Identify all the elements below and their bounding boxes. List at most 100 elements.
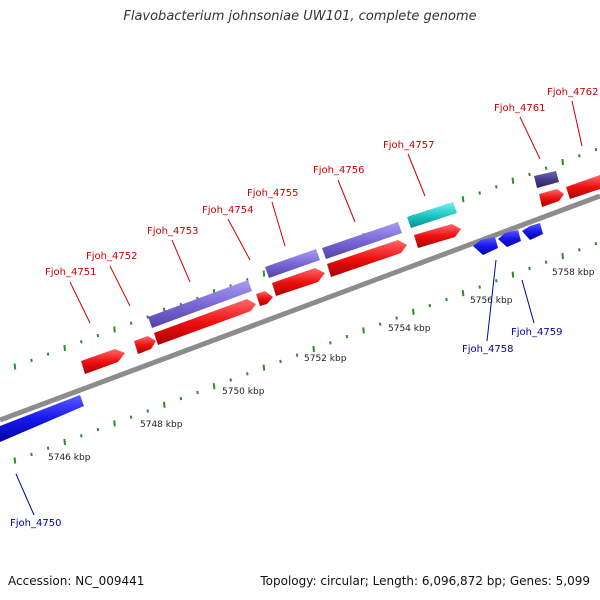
gene-arrow-fjoh-4756[interactable] — [327, 240, 407, 277]
tick-mark-lower — [528, 266, 531, 271]
tick-mark-lower — [46, 446, 50, 450]
tick-mark-lower — [345, 334, 349, 339]
scale-label: 5750 kbp — [222, 387, 265, 397]
connector-fjoh-4753 — [171, 239, 191, 283]
tick-mark-lower — [295, 353, 299, 357]
gene-label-fjoh-4758[interactable]: Fjoh_4758 — [462, 344, 513, 355]
tick-mark-upper — [113, 326, 116, 333]
feature-cds-purple-1[interactable] — [148, 280, 252, 328]
tick-mark-lower — [129, 415, 133, 419]
gene-label-fjoh-4750[interactable]: Fjoh_4750 — [10, 518, 61, 529]
tick-mark-lower — [578, 248, 581, 252]
tick-mark-upper — [46, 352, 50, 356]
gene-arrow-fjoh-4760[interactable] — [522, 223, 543, 240]
tick-mark-upper — [528, 172, 531, 177]
connector-fjoh-4758 — [486, 259, 497, 342]
tick-mark-lower — [594, 241, 598, 246]
gene-arrow-fjoh-4754[interactable] — [256, 291, 273, 306]
tick-mark-upper — [561, 158, 564, 166]
tick-mark-lower — [80, 434, 83, 438]
tick-mark-upper — [63, 344, 66, 352]
scale-label: 5746 kbp — [48, 453, 91, 463]
tick-mark-lower — [478, 285, 481, 289]
backbone — [0, 193, 600, 423]
tick-mark-upper — [461, 196, 465, 203]
gene-label-fjoh-4755[interactable]: Fjoh_4755 — [247, 188, 298, 199]
gene-label-fjoh-4762[interactable]: Fjoh_4762 — [547, 87, 598, 98]
topology-text: Topology: circular; Length: 6,096,872 bp… — [260, 574, 590, 588]
tick-mark-upper — [594, 147, 598, 152]
connector-fjoh-4759 — [521, 279, 535, 324]
tick-mark-lower — [179, 396, 183, 401]
tick-mark-lower — [146, 409, 149, 413]
tick-mark-lower — [412, 308, 415, 315]
tick-mark-lower — [262, 364, 266, 371]
gene-arrow-fjoh-4757[interactable] — [414, 224, 461, 248]
connector-fjoh-4761 — [519, 116, 541, 160]
tick-mark-upper — [13, 363, 17, 370]
gene-arrow-fjoh-4762[interactable] — [566, 175, 600, 199]
gene-connectors — [15, 100, 583, 516]
connector-fjoh-4752 — [109, 265, 131, 307]
gene-arrow-fjoh-4758[interactable] — [473, 237, 498, 255]
tick-mark-lower — [544, 260, 548, 264]
tick-mark-upper — [478, 191, 481, 195]
gene-features — [0, 171, 600, 442]
tick-mark-lower — [63, 438, 66, 446]
tick-mark-upper — [30, 358, 33, 363]
tick-mark-lower — [229, 378, 232, 382]
scale-label: 5754 kbp — [388, 324, 431, 334]
gene-arrow-fjoh-4759[interactable] — [498, 230, 521, 247]
gene-arrow-fjoh-4750[interactable] — [0, 395, 84, 442]
tick-mark-upper — [96, 333, 100, 338]
tick-mark-lower — [378, 322, 382, 326]
gene-arrow-fjoh-4753[interactable] — [154, 299, 256, 345]
tick-mark-lower — [329, 341, 332, 345]
connector-fjoh-4757 — [407, 153, 426, 197]
feature-cds-cyan[interactable] — [407, 202, 457, 228]
accession-text: Accession: NC_009441 — [8, 574, 145, 588]
connector-fjoh-4750 — [15, 473, 35, 516]
gene-label-fjoh-4754[interactable]: Fjoh_4754 — [202, 205, 253, 216]
gene-label-fjoh-4753[interactable]: Fjoh_4753 — [147, 226, 198, 237]
tick-mark-lower — [246, 372, 249, 376]
tick-mark-upper — [80, 340, 83, 344]
tick-mark-lower — [13, 457, 17, 464]
gene-arrow-fjoh-4755[interactable] — [272, 268, 325, 296]
tick-mark-lower — [30, 452, 33, 457]
tick-mark-lower — [362, 327, 365, 334]
map-title: Flavobacterium johnsoniae UW101, complet… — [123, 9, 477, 24]
feature-cds-navy[interactable] — [534, 171, 559, 188]
gene-arrow-fjoh-4751[interactable] — [81, 349, 125, 374]
tick-mark-upper — [511, 177, 515, 184]
tick-mark-lower — [212, 383, 216, 390]
feature-cds-purple-3[interactable] — [322, 222, 402, 259]
gene-label-fjoh-4752[interactable]: Fjoh_4752 — [86, 251, 137, 262]
gene-label-fjoh-4759[interactable]: Fjoh_4759 — [511, 327, 562, 338]
connector-fjoh-4756 — [337, 179, 356, 223]
tick-mark-lower — [461, 290, 465, 297]
tick-mark-lower — [428, 303, 432, 308]
gene-arrow-fjoh-4761[interactable] — [539, 189, 564, 207]
scale-label: 5752 kbp — [304, 354, 347, 364]
tick-mark-upper — [129, 321, 133, 325]
tick-mark-upper — [146, 315, 149, 319]
connector-fjoh-4755 — [271, 201, 286, 247]
gene-label-fjoh-4756[interactable]: Fjoh_4756 — [313, 165, 364, 176]
gene-label-fjoh-4761[interactable]: Fjoh_4761 — [494, 103, 545, 114]
scale-label: 5758 kbp — [552, 268, 595, 278]
gene-label-fjoh-4757[interactable]: Fjoh_4757 — [383, 140, 434, 151]
tick-mark-upper — [495, 185, 498, 189]
tick-mark-upper — [578, 154, 581, 158]
connector-fjoh-4751 — [69, 281, 91, 324]
tick-mark-lower — [445, 297, 448, 302]
connector-fjoh-4762 — [571, 100, 583, 147]
scale-label: 5748 kbp — [140, 420, 183, 430]
gene-label-fjoh-4751[interactable]: Fjoh_4751 — [45, 267, 96, 278]
feature-cds-purple-2[interactable] — [265, 249, 320, 278]
tick-mark-lower — [279, 359, 282, 364]
tick-mark-lower — [395, 316, 398, 320]
gene-arrow-fjoh-4752[interactable] — [134, 336, 156, 354]
tick-mark-upper — [544, 166, 548, 170]
tick-mark-lower — [113, 420, 116, 427]
